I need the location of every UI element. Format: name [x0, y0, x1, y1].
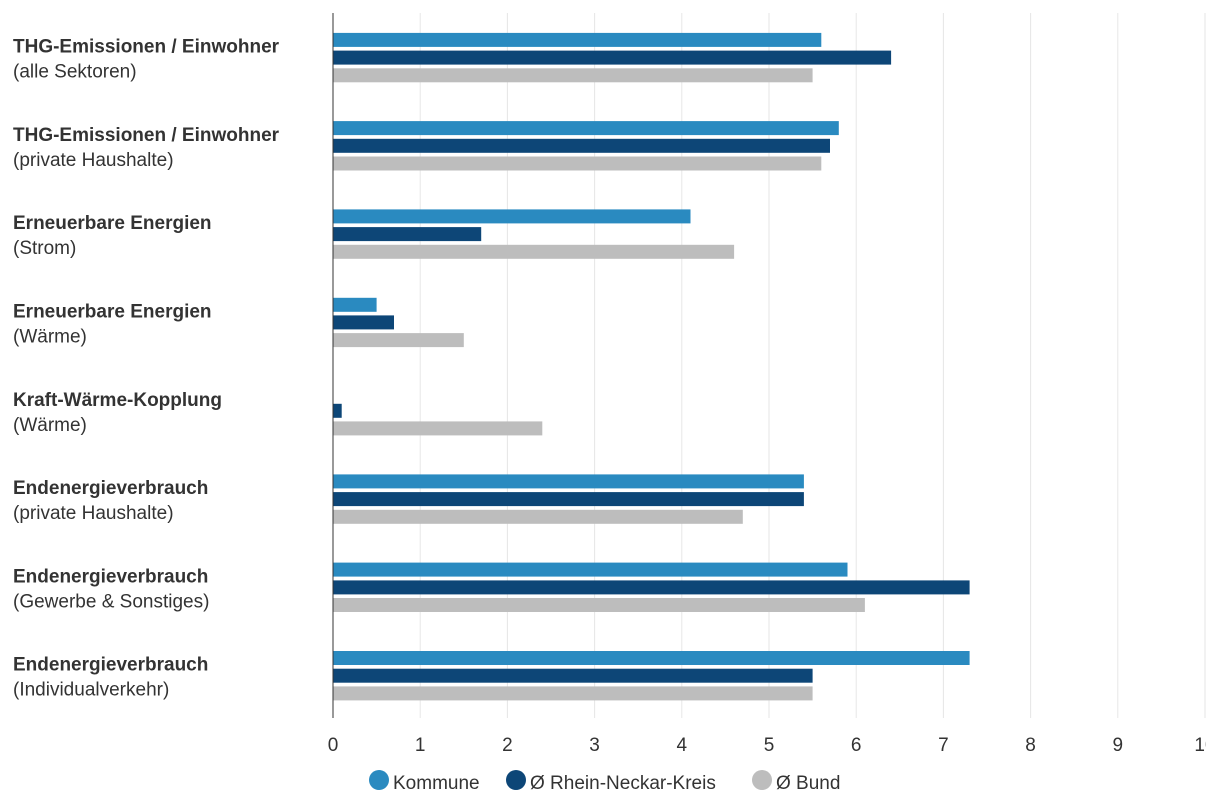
- x-tick-label: 3: [589, 735, 600, 756]
- legend-item[interactable]: Ø Rhein-Neckar-Kreis: [530, 773, 716, 791]
- legend-swatch[interactable]: [752, 770, 772, 790]
- legend-item[interactable]: Ø Bund: [776, 773, 840, 791]
- bar: [333, 651, 970, 665]
- x-tick-label: 10: [1194, 735, 1206, 756]
- bar: [333, 492, 804, 507]
- category-title: Endenergieverbrauch: [13, 478, 208, 499]
- grid: [419, 13, 1206, 718]
- category-labels: THG-Emissionen / Einwohner (alle Sektoren…: [13, 37, 280, 701]
- bars: [333, 32, 970, 701]
- bar: [333, 68, 813, 83]
- category-subtitle: (Individualverkehr): [13, 680, 169, 701]
- legend-swatch[interactable]: [506, 770, 526, 790]
- category-title: THG-Emissionen / Einwohner: [13, 37, 280, 58]
- x-tick-label: 9: [1113, 735, 1124, 756]
- x-tick-labels: 0 1 2 3 4 5 6 7 8 9 10: [328, 735, 1206, 756]
- bar: [333, 297, 377, 312]
- category-title: Endenergieverbrauch: [13, 655, 208, 676]
- category-title: Kraft-Wärme-Kopplung: [13, 390, 222, 411]
- category-title: Endenergieverbrauch: [13, 566, 208, 587]
- category-subtitle: (Wärme): [13, 326, 87, 347]
- x-tick-label: 1: [415, 735, 426, 756]
- bar: [333, 580, 970, 595]
- bar: [333, 121, 839, 136]
- bar: [333, 209, 691, 224]
- category-subtitle: (Wärme): [13, 415, 87, 436]
- bar: [333, 598, 865, 612]
- legend[interactable]: Kommune Ø Rhein-Neckar-Kreis Ø Bund: [369, 770, 840, 791]
- category-subtitle: (private Haushalte): [13, 150, 174, 171]
- category-subtitle: (Strom): [13, 238, 76, 259]
- x-tick-label: 5: [764, 735, 775, 756]
- category-title: Erneuerbare Energien: [13, 213, 212, 234]
- bar: [333, 403, 342, 418]
- x-tick-label: 6: [851, 735, 862, 756]
- category-subtitle: (alle Sektoren): [13, 62, 137, 83]
- category-title: Erneuerbare Energien: [13, 301, 212, 322]
- legend-item[interactable]: Kommune: [393, 773, 480, 791]
- bar: [333, 421, 543, 436]
- bar: [333, 333, 464, 348]
- bar: [333, 244, 735, 259]
- bar: [333, 32, 822, 47]
- x-tick-label: 4: [677, 735, 688, 756]
- bar: [333, 227, 482, 242]
- x-tick-label: 8: [1025, 735, 1036, 756]
- bar: [333, 562, 848, 577]
- bar: [333, 138, 830, 153]
- category-subtitle: (private Haushalte): [13, 503, 174, 524]
- category-subtitle: (Gewerbe & Sonstiges): [13, 591, 209, 612]
- bar: [333, 50, 892, 65]
- bar: [333, 686, 813, 701]
- x-tick-label: 7: [938, 735, 949, 756]
- legend-swatch[interactable]: [369, 770, 389, 790]
- bar: [333, 509, 743, 524]
- bar: [333, 156, 822, 171]
- category-title: THG-Emissionen / Einwohner: [13, 125, 280, 146]
- x-tick-label: 0: [328, 735, 339, 756]
- bar: [333, 315, 394, 330]
- x-tick-label: 2: [502, 735, 513, 756]
- bar: [333, 474, 804, 489]
- bar: [333, 668, 813, 683]
